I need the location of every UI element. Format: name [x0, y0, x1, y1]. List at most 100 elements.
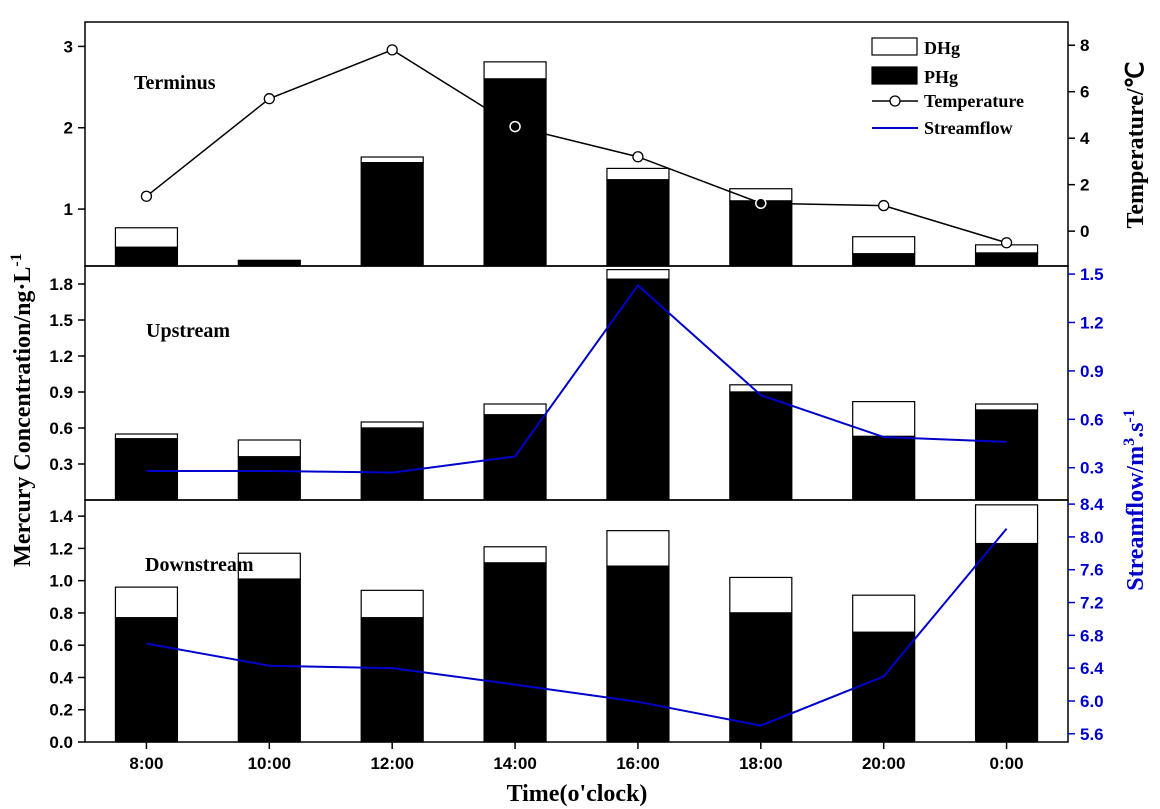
- bar-dhg: [483, 546, 547, 564]
- y-tick-label-left: 0.2: [49, 701, 73, 720]
- bar-phg: [114, 246, 179, 267]
- bar-dhg: [729, 576, 793, 614]
- y-axis-left-title: Mercury Concentration/ng·L-1: [8, 253, 36, 567]
- bar-phg: [114, 617, 179, 743]
- bar-dhg: [606, 530, 670, 567]
- y-tick-label-left: 0.3: [49, 455, 73, 474]
- y-tick-label-left: 1.2: [49, 539, 73, 558]
- bar-dhg: [606, 167, 670, 181]
- temperature-point: [509, 120, 521, 133]
- y-tick-label-right: 1.2: [1080, 313, 1104, 332]
- panel-2: 0.0 0.2 0.4 0.6 0.8 1.0 1.2 1.4 5.6 6.0 6.4 6.8 7.2 7…: [49, 495, 1104, 752]
- temperature-point: [878, 199, 890, 212]
- bar-dhg: [114, 586, 179, 619]
- streamflow-title-sup-3: 3: [1121, 438, 1138, 446]
- bar-dhg: [974, 504, 1039, 545]
- y-tick-label-right: 0.6: [1080, 410, 1104, 429]
- y-tick-label-left: 0.6: [49, 419, 73, 438]
- legend-dhg-swatch: [871, 37, 918, 56]
- bar-dhg: [729, 384, 793, 393]
- legend-phg-swatch: [871, 66, 918, 85]
- temperature-point: [632, 151, 644, 163]
- bar-phg: [360, 617, 424, 743]
- bar-dhg: [483, 403, 547, 416]
- bar-phg: [974, 409, 1039, 501]
- streamflow-line: [146, 528, 1008, 727]
- bar-dhg: [852, 401, 916, 438]
- panel-label: Downstream: [145, 554, 254, 576]
- legend-phg-label: PHg: [924, 67, 958, 87]
- y-tick-label-left: 2: [64, 119, 73, 138]
- y-axis-right-temperature-title: Temperature/℃: [1123, 62, 1149, 229]
- temperature-point: [140, 190, 153, 202]
- bar-dhg: [483, 61, 547, 80]
- bar-dhg: [974, 403, 1039, 411]
- panel-frame: [84, 499, 1069, 743]
- legend: DHg PHg Temperature Streamflow: [871, 37, 1024, 138]
- x-tick-label: 18:00: [739, 754, 782, 773]
- y-tick-label-right: 6: [1080, 83, 1089, 102]
- legend-streamflow-label: Streamflow: [924, 118, 1013, 138]
- y-tick-label-right: 2: [1080, 176, 1089, 195]
- x-tick-label: 16:00: [616, 754, 659, 773]
- bar-dhg: [237, 552, 301, 580]
- y-tick-label-left: 3: [64, 37, 73, 56]
- y-tick-label-right: 0.3: [1080, 459, 1104, 478]
- y-tick-label-right: 0.9: [1080, 362, 1104, 381]
- streamflow-title-mid: .s: [1123, 423, 1149, 438]
- x-tick-label: 10:00: [248, 754, 291, 773]
- bar-dhg: [606, 269, 670, 280]
- y-tick-label-left: 0.0: [49, 733, 73, 752]
- legend-temperature-label: Temperature: [924, 91, 1024, 111]
- bar-phg: [360, 162, 424, 267]
- y-tick-label-left: 1.2: [49, 347, 73, 366]
- bar-phg: [729, 391, 793, 501]
- bar-dhg: [360, 156, 424, 164]
- x-axis-title: Time(o'clock): [507, 781, 648, 807]
- bar-phg: [606, 565, 670, 743]
- temperature-point: [263, 93, 275, 105]
- y-tick-label-left: 1.8: [49, 275, 73, 294]
- y-tick-label-right: 6.4: [1080, 659, 1104, 678]
- y-tick-label-left: 1: [64, 200, 73, 219]
- bar-phg: [606, 278, 670, 501]
- y-tick-label-right: 1.5: [1080, 265, 1104, 284]
- y-tick-label-left: 0.9: [49, 383, 73, 402]
- bar-dhg: [852, 594, 916, 633]
- bar-phg: [729, 612, 793, 743]
- bar-phg: [237, 578, 301, 743]
- y-axis-left-title-sup: -1: [8, 253, 25, 266]
- panel-frame: [84, 21, 1069, 267]
- bar-phg: [729, 200, 793, 267]
- temperature-point: [386, 44, 398, 56]
- legend-temperature-marker: [889, 95, 901, 107]
- y-tick-label-left: 1.0: [49, 572, 73, 591]
- bar-dhg: [360, 589, 424, 619]
- y-axis-right-streamflow-title: Streamflow/m3.s-1: [1121, 409, 1149, 591]
- bar-phg: [852, 253, 916, 267]
- y-tick-label-right: 8: [1080, 36, 1089, 55]
- y-tick-label-right: 5.6: [1080, 725, 1104, 744]
- y-tick-label-left: 1.5: [49, 311, 73, 330]
- temperature-point: [1000, 237, 1013, 249]
- panel-0: 1 2 3 0 2 4 6 8 Terminus: [64, 21, 1090, 267]
- bar-phg: [483, 78, 547, 267]
- y-tick-label-left: 1.4: [49, 507, 73, 526]
- x-tick-label: 0:00: [990, 754, 1024, 773]
- x-tick-label: 20:00: [862, 754, 905, 773]
- bar-phg: [237, 456, 301, 501]
- panels-layer: 1 2 3 0 2 4 6 8 Terminus 0.3 0.6 0.9 1.2 1.5 1.8 0.3 0.6…: [49, 21, 1104, 773]
- bar-phg: [606, 179, 670, 267]
- panel-label: Upstream: [146, 320, 230, 342]
- panel-1: 0.3 0.6 0.9 1.2 1.5 1.8 0.3 0.6 0.9 1.2 1.5 Upstrea…: [49, 265, 1104, 501]
- panel-label: Terminus: [134, 72, 216, 94]
- bar-phg: [237, 259, 301, 267]
- y-tick-label-right: 8.0: [1080, 528, 1104, 547]
- y-tick-label-right: 7.6: [1080, 561, 1104, 580]
- y-tick-label-left: 0.4: [49, 668, 73, 687]
- bar-dhg: [114, 433, 179, 440]
- x-tick-label: 14:00: [493, 754, 536, 773]
- panel-frame: [84, 265, 1069, 501]
- y-tick-label-right: 6.8: [1080, 626, 1104, 645]
